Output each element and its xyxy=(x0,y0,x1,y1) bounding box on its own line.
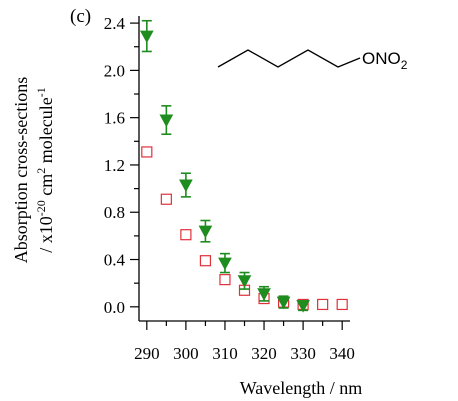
triangle-point xyxy=(218,257,232,271)
panel-label: (c) xyxy=(70,6,91,27)
x-tick-label: 300 xyxy=(173,344,199,363)
x-tick-label: 340 xyxy=(329,344,355,363)
y-axis-units: / x10-20 cm2 molecule-1 xyxy=(34,87,56,253)
y-tick-label: 0.0 xyxy=(104,298,125,317)
molecule-formula: ONO2 xyxy=(362,49,408,72)
x-tick-label: 330 xyxy=(290,344,316,363)
square-point xyxy=(141,146,153,158)
triangle-point xyxy=(198,225,213,239)
x-tick-label: 310 xyxy=(212,344,238,363)
data-marks xyxy=(139,19,348,313)
square-point xyxy=(317,298,329,311)
y-tick-label: 2.0 xyxy=(104,61,125,80)
triangle-point xyxy=(139,30,154,44)
square-point xyxy=(199,255,212,267)
square-point xyxy=(336,298,348,311)
x-axis-title: Wavelength / nm xyxy=(240,378,363,398)
y-axis-title: Absorption cross-sections xyxy=(11,77,31,263)
triangle-point xyxy=(276,296,291,310)
triangle-point xyxy=(237,275,252,288)
y-axis-title-line1: Absorption cross-sections xyxy=(11,77,31,263)
y-tick-label: 1.2 xyxy=(104,156,125,175)
y-axis-title-line2: / x10-20 cm2 molecule-1 xyxy=(34,87,56,253)
square-point xyxy=(180,229,192,241)
y-tick-label: 0.4 xyxy=(104,251,126,270)
y-tick-label: 0.8 xyxy=(104,203,125,222)
y-tick-label: 2.4 xyxy=(104,14,126,33)
ticks: 290 300 310 320 330 340 0.0 0.4 0.8 1.2 1.6 2.0 2.4 xyxy=(104,14,355,363)
molecule-chain xyxy=(217,49,361,68)
x-tick-label: 320 xyxy=(251,344,277,363)
square-point xyxy=(160,193,172,205)
y-tick-label: 1.6 xyxy=(104,109,125,128)
triangle-point xyxy=(296,300,310,313)
x-tick-label: 290 xyxy=(134,344,160,363)
square-point xyxy=(219,274,231,286)
triangle-point xyxy=(159,114,174,128)
triangle-point xyxy=(257,288,271,301)
triangle-point xyxy=(179,179,193,193)
